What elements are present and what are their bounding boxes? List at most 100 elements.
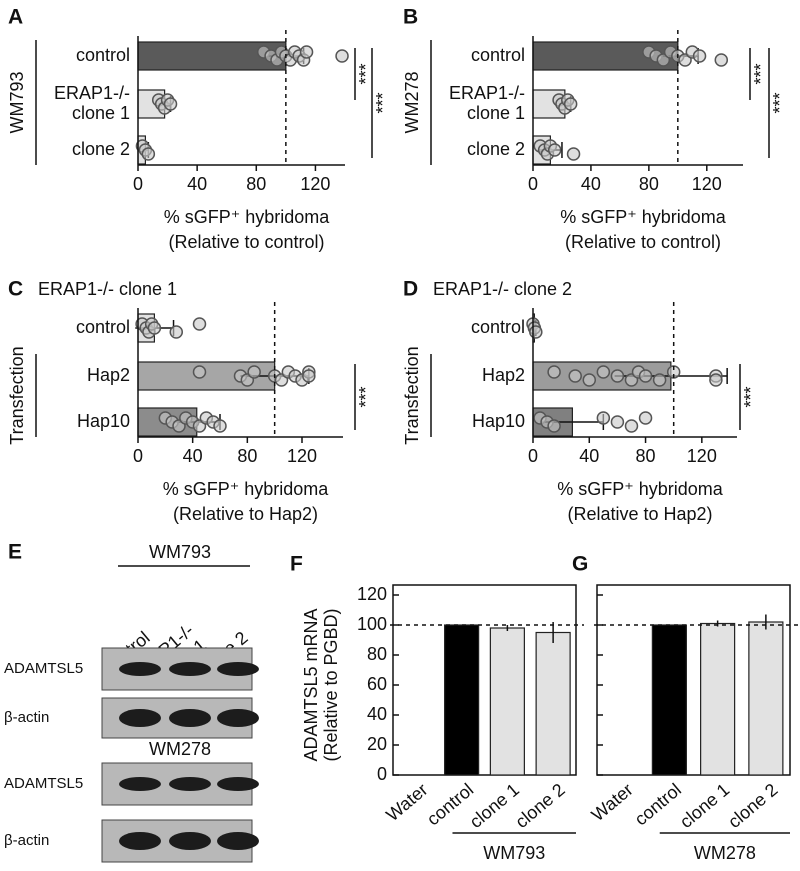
x-tick-label: 120 <box>300 174 330 194</box>
blot-band <box>169 832 211 850</box>
plot-frame <box>392 584 577 776</box>
blot-band <box>217 777 259 791</box>
category-label: clone 1 <box>466 779 523 832</box>
x-axis-label: % sGFP⁺ hybridoma <box>163 479 330 499</box>
x-tick-label: 0 <box>528 446 538 466</box>
category-label: control <box>471 45 525 65</box>
x-tick-label: 80 <box>636 446 656 466</box>
significance-label: *** <box>373 92 393 113</box>
x-axis-sublabel: (Relative to Hap2) <box>567 504 712 524</box>
category-label: clone 2 <box>511 779 568 832</box>
y-tick-label: 20 <box>367 734 387 754</box>
panel-title: ERAP1-/- clone 1 <box>38 279 177 299</box>
y-tick-label: 60 <box>367 674 387 694</box>
blot-band <box>119 777 161 791</box>
blot-band <box>169 709 211 727</box>
data-point <box>547 419 561 433</box>
significance-label: *** <box>356 63 376 84</box>
blot-band <box>169 662 211 676</box>
category-label: clone 2 <box>467 139 525 159</box>
x-axis-sublabel: (Relative to control) <box>168 232 324 252</box>
group-label: WM278 <box>694 843 756 863</box>
blot-band <box>119 832 161 850</box>
bar <box>651 624 687 776</box>
group-label: WM793 <box>483 843 545 863</box>
category-label: Water <box>588 779 637 825</box>
data-point <box>141 147 156 161</box>
data-point <box>302 369 316 383</box>
panel-letter: C <box>8 278 23 301</box>
data-point <box>147 321 162 335</box>
panel-letter: B <box>403 6 418 29</box>
data-point <box>163 97 178 111</box>
category-label: control <box>471 317 525 337</box>
side-label: Transfection <box>7 346 27 444</box>
y-axis-label: ADAMTSL5 mRNA(Relative to PGBD) <box>301 608 341 761</box>
category-label: control <box>76 45 130 65</box>
data-point <box>709 373 723 387</box>
bar <box>748 621 784 776</box>
category-label: Hap2 <box>482 365 525 385</box>
data-point <box>169 325 184 339</box>
panel-letter: G <box>572 553 588 576</box>
x-tick-label: 120 <box>692 174 722 194</box>
x-axis-sublabel: (Relative to control) <box>565 232 721 252</box>
x-tick-label: 40 <box>187 174 207 194</box>
side-label: WM793 <box>7 71 27 133</box>
significance-label: *** <box>356 386 376 407</box>
y-tick-label: 80 <box>367 644 387 664</box>
x-tick-label: 80 <box>246 174 266 194</box>
category-label: control <box>631 779 685 829</box>
category-label: Hap2 <box>87 365 130 385</box>
plot-frame <box>596 584 791 776</box>
y-tick-label: 0 <box>377 764 387 784</box>
data-point <box>547 143 562 157</box>
data-point <box>529 325 543 339</box>
data-point <box>638 369 653 383</box>
x-axis-label: % sGFP⁺ hybridoma <box>557 479 724 499</box>
data-point <box>299 45 314 59</box>
panel-letter: A <box>8 6 23 29</box>
x-tick-label: 40 <box>183 446 203 466</box>
panel-title: ERAP1-/- clone 2 <box>433 279 572 299</box>
category-label: ERAP1-/-clone 1 <box>449 83 525 123</box>
data-point <box>652 373 667 387</box>
x-tick-label: 40 <box>581 174 601 194</box>
x-tick-label: 80 <box>639 174 659 194</box>
x-tick-label: 120 <box>687 446 717 466</box>
y-tick-label: 40 <box>367 704 387 724</box>
side-label: WM278 <box>402 71 422 133</box>
category-label: Water <box>382 779 431 825</box>
panel-letter: E <box>8 541 22 564</box>
data-point <box>638 411 653 425</box>
blot-band <box>217 662 259 676</box>
bar <box>444 624 480 776</box>
significance-label: *** <box>770 92 790 113</box>
panel-letter: F <box>290 553 303 576</box>
x-tick-label: 40 <box>579 446 599 466</box>
blot-band <box>217 832 259 850</box>
data-point <box>692 49 707 63</box>
row-label: β-actin <box>4 709 49 726</box>
x-tick-label: 0 <box>133 174 143 194</box>
data-point <box>547 365 561 379</box>
group-label: WM793 <box>149 542 211 562</box>
blot-band <box>119 662 161 676</box>
bar <box>700 622 736 776</box>
x-tick-label: 80 <box>237 446 257 466</box>
x-axis-label: % sGFP⁺ hybridoma <box>164 207 331 227</box>
data-point <box>335 49 349 63</box>
category-label: ERAP1-/-clone 1 <box>54 83 130 123</box>
data-point <box>563 97 578 111</box>
data-point <box>610 415 625 429</box>
blot-band <box>217 709 259 727</box>
blot-band <box>119 709 161 727</box>
group-label: WM278 <box>149 739 211 759</box>
x-tick-label: 0 <box>133 446 143 466</box>
significance-label: *** <box>741 386 761 407</box>
category-label: Hap10 <box>77 411 130 431</box>
x-axis-label: % sGFP⁺ hybridoma <box>560 207 727 227</box>
data-point <box>596 411 611 425</box>
data-point <box>192 365 207 379</box>
